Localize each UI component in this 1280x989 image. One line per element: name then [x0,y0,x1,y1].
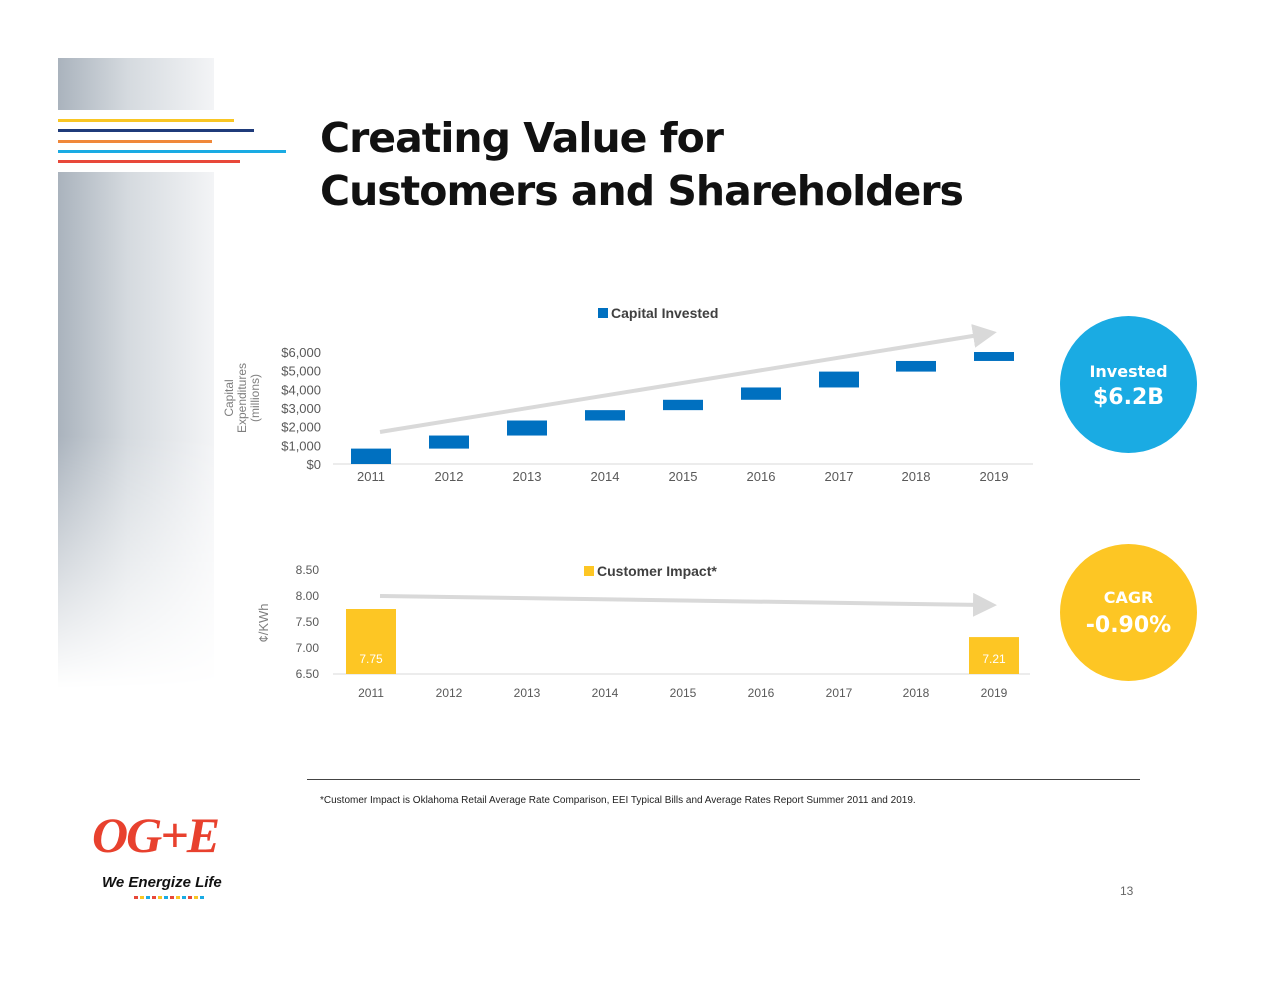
y-tick-label: $2,000 [281,420,321,435]
bar-2015 [663,399,703,411]
y-tick-label: $0 [307,457,321,472]
x-tick-label: 2014 [591,469,620,484]
bar-2018 [896,360,936,372]
cagr-value: -0.90% [1085,613,1172,638]
x-tick-label: 2012 [436,686,463,700]
x-tick-label: 2018 [903,686,930,700]
x-tick-label: 2012 [435,469,464,484]
x-tick-label: 2018 [902,469,931,484]
bar-2017 [819,371,859,388]
x-tick-label: 2014 [592,686,619,700]
data-label: 7.75 [359,652,383,666]
cagr-badge: CAGR -0.90% [1060,544,1197,681]
x-tick-label: 2019 [980,469,1009,484]
x-tick-label: 2015 [669,469,698,484]
decor-line [58,150,286,153]
invested-badge: Invested $6.2B [1060,316,1197,453]
trend-arrow [379,324,997,434]
logo-tagline: We Energize Life [102,874,222,891]
x-tick-label: 2011 [358,686,384,700]
x-tick-label: 2011 [357,469,385,484]
legend-label: Customer Impact* [597,563,717,579]
bar-2014 [585,410,625,421]
bar-2016 [741,387,781,400]
decor-line [58,119,234,122]
y-axis-label: ¢/KWh [256,603,271,642]
legend-swatch [584,566,594,576]
legend-label: Capital Invested [611,305,718,321]
invested-value: $6.2B [1092,385,1165,410]
y-tick-label: $4,000 [281,382,321,397]
y-tick-label: $6,000 [281,345,321,360]
y-tick-label: $1,000 [281,438,321,453]
y-tick-label: $5,000 [281,364,321,379]
y-tick-label: 7.50 [296,615,320,629]
title-line-2: Customers and Shareholders [320,167,964,215]
invested-label: Invested [1089,362,1168,381]
cagr-label: CAGR [1103,588,1154,607]
x-tick-label: 2013 [514,686,541,700]
legend-swatch [598,308,608,318]
page-title: Creating Value for Customers and Shareho… [320,112,964,218]
logo: OG+E [92,807,220,863]
page-number: 13 [1120,884,1134,898]
y-axis-label: CapitalExpenditures(millions) [222,363,262,433]
x-tick-label: 2017 [825,469,854,484]
divider [307,779,1140,780]
x-tick-label: 2017 [826,686,853,700]
y-tick-label: 8.00 [296,589,320,603]
y-tick-label: 7.00 [296,641,320,655]
bar-2012 [429,435,469,449]
x-tick-label: 2016 [747,469,776,484]
decor-line [58,140,212,143]
x-tick-label: 2019 [981,686,1008,700]
y-tick-label: 6.50 [296,667,320,681]
bar-2019 [969,637,1019,674]
bar-2013 [507,420,547,436]
trend-arrow [379,592,997,617]
y-tick-label: $3,000 [281,401,321,416]
footnote: *Customer Impact is Oklahoma Retail Aver… [320,795,916,806]
x-tick-label: 2013 [513,469,542,484]
decor-line [58,160,240,163]
bar-2019 [974,352,1014,361]
title-line-1: Creating Value for [320,114,724,162]
x-tick-label: 2016 [748,686,775,700]
bar-2011 [351,448,391,464]
logo-dots [134,896,204,899]
y-tick-label: 8.50 [296,563,320,577]
decor-line [58,129,254,132]
bar-2011 [346,609,396,674]
data-label: 7.21 [982,652,1006,666]
x-tick-label: 2015 [670,686,697,700]
